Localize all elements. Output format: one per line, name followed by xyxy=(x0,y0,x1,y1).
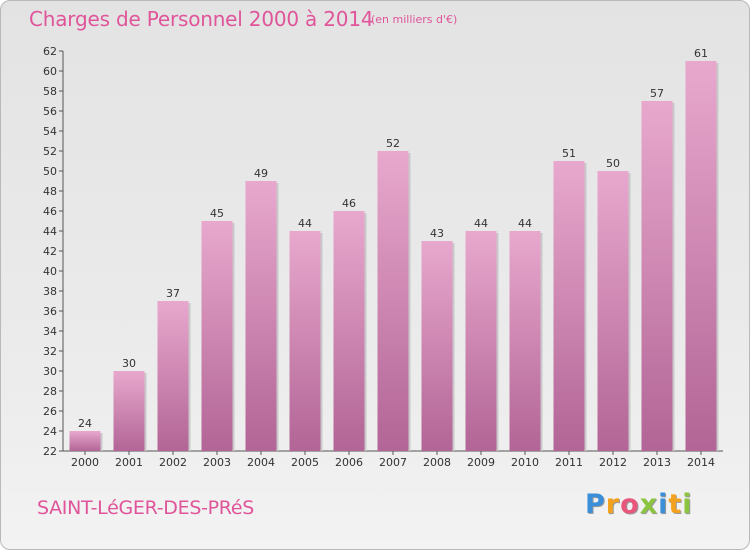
x-tick-label: 2007 xyxy=(379,456,407,469)
bar-value-label: 44 xyxy=(518,217,532,230)
y-tick-label: 30 xyxy=(43,365,57,378)
bar-value-label: 49 xyxy=(254,167,268,180)
bar-value-label: 50 xyxy=(606,157,620,170)
bar xyxy=(113,371,145,451)
chart-bars xyxy=(69,61,719,451)
bar xyxy=(597,171,629,451)
bar xyxy=(157,301,189,451)
bar xyxy=(465,231,497,451)
bar-value-label: 37 xyxy=(166,287,180,300)
bar-value-label: 44 xyxy=(298,217,312,230)
logo-letter: t xyxy=(668,489,683,520)
x-tick-label: 2010 xyxy=(511,456,539,469)
x-tick-label: 2000 xyxy=(71,456,99,469)
bar xyxy=(421,241,453,451)
y-tick-label: 50 xyxy=(43,165,57,178)
bar xyxy=(509,231,541,451)
y-tick-label: 58 xyxy=(43,85,57,98)
logo-letter: o xyxy=(620,489,640,520)
y-tick-label: 48 xyxy=(43,185,57,198)
y-tick-label: 34 xyxy=(43,325,57,338)
bar-value-label: 51 xyxy=(562,147,576,160)
x-tick-label: 2014 xyxy=(687,456,715,469)
x-tick-label: 2004 xyxy=(247,456,275,469)
y-tick-label: 22 xyxy=(43,445,57,458)
logo-letter: i xyxy=(658,489,669,520)
bar xyxy=(245,181,277,451)
bar xyxy=(333,211,365,451)
logo-letter: x xyxy=(639,489,659,520)
y-tick-label: 26 xyxy=(43,405,57,418)
y-tick-label: 32 xyxy=(43,345,57,358)
commune-name: SAINT-LéGER-DES-PRéS xyxy=(37,497,255,519)
logo-letter: r xyxy=(605,489,621,520)
bar xyxy=(553,161,585,451)
chart-unit-label: (en milliers d'€) xyxy=(371,13,458,26)
logo-letter: P xyxy=(585,489,606,520)
bar xyxy=(289,231,321,451)
chart-title: Charges de Personnel 2000 à 2014 xyxy=(29,7,374,31)
bar-value-label: 52 xyxy=(386,137,400,150)
chart-axes: 22 24 26 28 30 32 34 36 38 40 42 44 46 48 50 52 54 56 58 60… xyxy=(43,45,723,469)
y-tick-label: 62 xyxy=(43,45,57,58)
chart-value-labels: 24 30 37 45 49 44 46 52 43 44 44 51 50 57 61 xyxy=(78,47,708,430)
y-tick-label: 28 xyxy=(43,385,57,398)
y-tick-label: 52 xyxy=(43,145,57,158)
y-tick-label: 24 xyxy=(43,425,57,438)
bar xyxy=(685,61,717,451)
bar xyxy=(641,101,673,451)
bar-value-label: 45 xyxy=(210,207,224,220)
y-tick-label: 44 xyxy=(43,225,57,238)
y-tick-label: 56 xyxy=(43,105,57,118)
y-tick-label: 38 xyxy=(43,285,57,298)
x-tick-label: 2012 xyxy=(599,456,627,469)
proxiti-logo: Proxiti xyxy=(585,489,693,520)
bar-value-label: 57 xyxy=(650,87,664,100)
bar xyxy=(69,431,101,451)
bar xyxy=(377,151,409,451)
x-tick-label: 2013 xyxy=(643,456,671,469)
x-tick-label: 2005 xyxy=(291,456,319,469)
y-tick-label: 36 xyxy=(43,305,57,318)
y-tick-label: 46 xyxy=(43,205,57,218)
bar-value-label: 44 xyxy=(474,217,488,230)
x-tick-label: 2008 xyxy=(423,456,451,469)
y-tick-label: 42 xyxy=(43,245,57,258)
bar xyxy=(201,221,233,451)
y-tick-label: 60 xyxy=(43,65,57,78)
x-tick-label: 2006 xyxy=(335,456,363,469)
bar-value-label: 30 xyxy=(122,357,136,370)
bar-value-label: 61 xyxy=(694,47,708,60)
x-tick-label: 2011 xyxy=(555,456,583,469)
bar-value-label: 43 xyxy=(430,227,444,240)
x-tick-label: 2002 xyxy=(159,456,187,469)
bar-value-label: 24 xyxy=(78,417,92,430)
y-tick-label: 54 xyxy=(43,125,57,138)
x-tick-label: 2009 xyxy=(467,456,495,469)
y-tick-label: 40 xyxy=(43,265,57,278)
x-tick-label: 2001 xyxy=(115,456,143,469)
logo-letter: i xyxy=(682,489,693,520)
bar-value-label: 46 xyxy=(342,197,356,210)
x-tick-label: 2003 xyxy=(203,456,231,469)
